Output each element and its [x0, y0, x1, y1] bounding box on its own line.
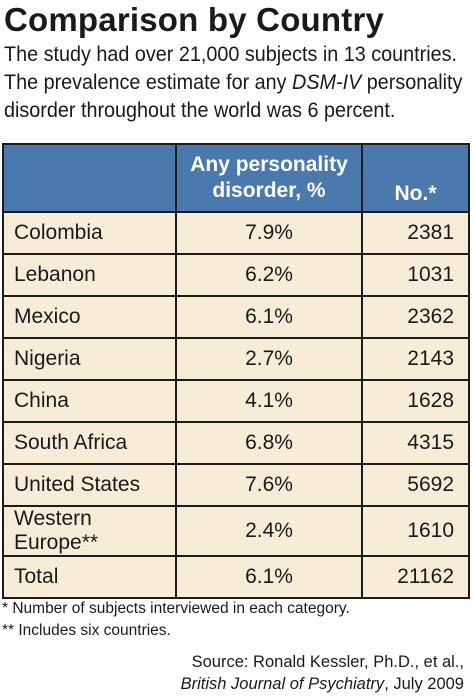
- cell-percent: 2.7%: [175, 337, 363, 381]
- cell-percent: 6.1%: [175, 295, 363, 339]
- table-row: China 4.1% 1628: [2, 379, 470, 423]
- header-country: [2, 143, 177, 213]
- table-row: Colombia 7.9% 2381: [2, 211, 470, 255]
- cell-country: United States: [2, 463, 177, 507]
- cell-percent: 6.2%: [175, 253, 363, 297]
- cell-number: 1610: [361, 505, 470, 557]
- cell-country: Lebanon: [2, 253, 177, 297]
- table-row: Lebanon 6.2% 1031: [2, 253, 470, 297]
- cell-number: 4315: [361, 421, 470, 465]
- country-comparison-table: Any personality disorder, % No.* Colombi…: [2, 143, 470, 599]
- cell-number: 2143: [361, 337, 470, 381]
- cell-country: Western Europe**: [2, 505, 177, 557]
- cell-number: 2381: [361, 211, 470, 255]
- table-row: Mexico 6.1% 2362: [2, 295, 470, 339]
- footnote: * Number of subjects interviewed in each…: [2, 600, 350, 617]
- table-row: Western Europe** 2.4% 1610: [2, 505, 470, 557]
- header-percent: Any personality disorder, %: [175, 143, 363, 213]
- cell-percent: 7.6%: [175, 463, 363, 507]
- cell-number: 1628: [361, 379, 470, 423]
- header-number: No.*: [361, 143, 470, 213]
- cell-country: South Africa: [2, 421, 177, 465]
- cell-number: 21162: [361, 555, 470, 599]
- cell-percent: 2.4%: [175, 505, 363, 557]
- cell-country: Total: [2, 555, 177, 599]
- cell-country: Nigeria: [2, 337, 177, 381]
- table-row: United States 7.6% 5692: [2, 463, 470, 507]
- footnotes: * Number of subjects interviewed in each…: [2, 598, 350, 642]
- table-row: South Africa 6.8% 4315: [2, 421, 470, 465]
- dsm-iv-term: DSM-IV: [292, 70, 362, 94]
- table-row: Nigeria 2.7% 2143: [2, 337, 470, 381]
- table-header-row: Any personality disorder, % No.*: [2, 143, 470, 213]
- cell-percent: 7.9%: [175, 211, 363, 255]
- cell-country: China: [2, 379, 177, 423]
- page-title: Comparison by Country: [4, 1, 385, 38]
- cell-number: 5692: [361, 463, 470, 507]
- table-row: Total 6.1% 21162: [2, 555, 470, 599]
- cell-number: 2362: [361, 295, 470, 339]
- intro-paragraph: The study had over 21,000 subjects in 13…: [4, 42, 463, 122]
- cell-number: 1031: [361, 253, 470, 297]
- source-citation: Source: Ronald Kessler, Ph.D., et al., B…: [180, 653, 464, 693]
- journal-name: British Journal of Psychiatry: [180, 675, 385, 693]
- footnote: ** Includes six countries.: [2, 622, 171, 639]
- cell-percent: 4.1%: [175, 379, 363, 423]
- cell-country: Colombia: [2, 211, 177, 255]
- cell-percent: 6.8%: [175, 421, 363, 465]
- cell-country: Mexico: [2, 295, 177, 339]
- cell-percent: 6.1%: [175, 555, 363, 599]
